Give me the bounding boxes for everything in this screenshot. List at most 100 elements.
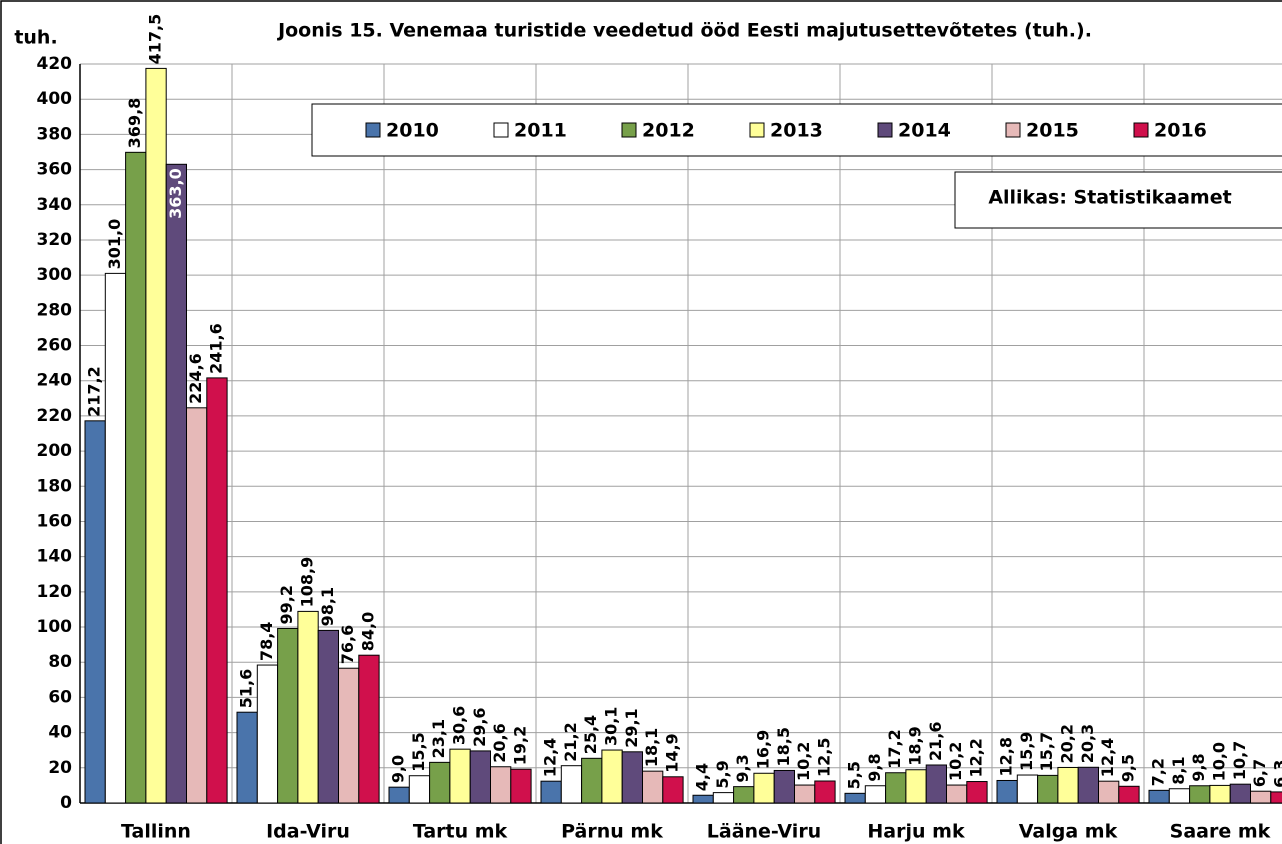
legend-label: 2010 [386, 120, 439, 142]
data-label: 17,2 [885, 729, 904, 768]
y-tick-label: 360 [37, 160, 73, 180]
data-label: 6,3 [1270, 760, 1282, 788]
bar [236, 711, 258, 804]
legend-swatch [621, 122, 637, 138]
bar [449, 748, 471, 804]
bar [510, 768, 532, 804]
legend: 2010 2011 2012 2013 2014 2015 2016 [365, 120, 1207, 142]
bar [662, 776, 684, 804]
data-label: 29,6 [470, 707, 489, 746]
legend-label: 2013 [770, 120, 823, 142]
data-label: 9,3 [733, 754, 752, 782]
bar [642, 770, 664, 804]
data-label: 18,5 [774, 727, 793, 766]
y-axis-label: tuh. [14, 27, 57, 49]
y-tick-label: 220 [37, 406, 73, 426]
y-tick-label: 260 [37, 336, 73, 356]
y-tick-label: 300 [37, 265, 73, 285]
legend-swatch [493, 122, 509, 138]
data-label: 9,8 [1189, 753, 1208, 781]
x-tick-label: Ida-Viru [266, 821, 350, 843]
bar [317, 629, 340, 804]
bar [712, 792, 735, 804]
data-label: 7,2 [1149, 758, 1168, 786]
bar [733, 786, 755, 804]
legend-swatch [1005, 122, 1021, 138]
bar [1229, 783, 1251, 804]
data-label: 217,2 [85, 366, 104, 417]
legend-label: 2015 [1026, 120, 1079, 142]
bar [540, 780, 562, 804]
data-label: 98,1 [318, 587, 337, 626]
data-label: 10,7 [1230, 741, 1249, 780]
source-box [954, 171, 1282, 229]
legend-label: 2012 [642, 120, 695, 142]
bar [277, 627, 299, 804]
legend-swatch [749, 122, 765, 138]
legend-box [311, 103, 1282, 157]
plot: 0 20 40 60 80 100 120 140 160 180 200 220 240 260 280 3… [37, 14, 1282, 843]
bar [1189, 785, 1211, 804]
data-label: 10,0 [1210, 742, 1229, 781]
bar [388, 786, 410, 804]
bar [794, 784, 816, 804]
x-tick-label: Saare mk [1170, 821, 1271, 843]
data-label: 5,9 [713, 760, 732, 788]
data-label: 4,4 [693, 763, 712, 791]
data-label: 9,0 [389, 755, 408, 783]
data-label: 78,4 [257, 622, 276, 661]
data-label: 99,2 [277, 585, 296, 624]
bar [206, 377, 228, 804]
data-label: 15,9 [1017, 732, 1036, 771]
bar [469, 750, 492, 804]
bar [621, 751, 644, 804]
bar [905, 769, 927, 804]
bar [1270, 791, 1282, 804]
legend-label: 2011 [514, 120, 567, 142]
data-label: 30,6 [450, 706, 469, 745]
x-tick-label: Pärnu mk [561, 821, 663, 843]
data-label: 18,9 [906, 726, 925, 765]
bar [1057, 766, 1079, 804]
data-label: 224,6 [186, 353, 205, 404]
data-label: 8,1 [1169, 756, 1188, 784]
data-label: 241,6 [206, 323, 225, 374]
bar [358, 654, 380, 804]
data-label: 6,7 [1250, 759, 1269, 787]
bar [1209, 784, 1231, 804]
legend-swatch [365, 122, 381, 138]
x-tick-label: Valga mk [1019, 821, 1118, 843]
bar [925, 764, 948, 804]
bar [1250, 790, 1272, 804]
data-label: 5,5 [845, 761, 864, 789]
y-tick-label: 340 [37, 195, 73, 215]
y-tick-label: 60 [48, 687, 72, 707]
data-label: 10,2 [946, 742, 965, 781]
y-tick-label: 420 [37, 54, 73, 74]
y-tick-label: 200 [37, 441, 73, 461]
bar [996, 779, 1018, 804]
bar [1118, 785, 1140, 804]
bar [125, 151, 147, 804]
y-tick-label: 40 [48, 723, 72, 743]
bar [966, 781, 988, 804]
data-label: 12,8 [997, 737, 1016, 776]
data-label: 301,0 [105, 219, 124, 270]
y-tick-label: 320 [37, 230, 73, 250]
bar [186, 407, 208, 804]
data-label: 12,4 [541, 738, 560, 777]
y-tick-label: 0 [60, 793, 72, 813]
x-tick-label: Lääne-Viru [707, 821, 821, 843]
data-label: 10,2 [794, 742, 813, 781]
legend-label: 2016 [1154, 120, 1207, 142]
x-tick-label: Tartu mk [413, 821, 508, 843]
y-tick-label: 20 [48, 758, 72, 778]
bar [145, 67, 167, 804]
chart-title: Joonis 15. Venemaa turistide veedetud öö… [276, 20, 1092, 42]
y-tick-label: 400 [37, 89, 73, 109]
data-label: 76,6 [338, 625, 357, 664]
data-label: 51,6 [237, 669, 256, 708]
bar [581, 757, 603, 804]
